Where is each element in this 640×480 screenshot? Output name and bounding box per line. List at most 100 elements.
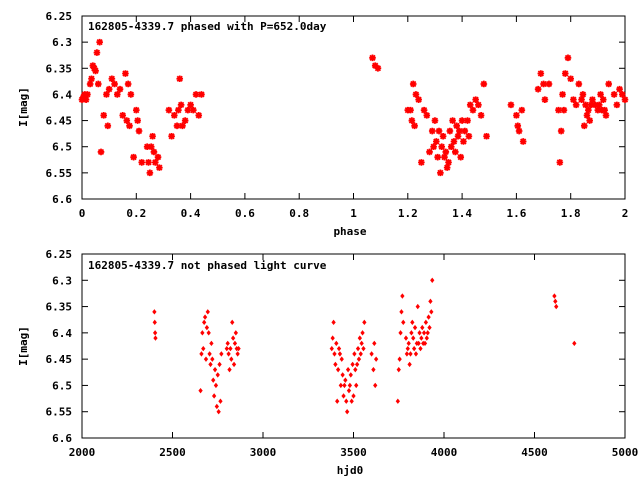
- phased-data-point: [369, 54, 376, 62]
- phased-data-point: [513, 112, 520, 119]
- phased-data-point: [433, 138, 440, 145]
- unphased-panel: 2000 2500 3000 3500 4000 4500 5000 6.25 6.3 6.35…: [17, 248, 638, 477]
- phased-data-point: [122, 70, 129, 77]
- phased-data-point: [96, 38, 103, 46]
- phased-data-point: [477, 112, 485, 119]
- unphased-data-point: [199, 351, 204, 357]
- phased-x-axis-title: phase: [333, 225, 366, 238]
- unphased-data-point: [336, 345, 342, 352]
- phased-data-point: [181, 117, 189, 124]
- unphased-data-point: [216, 409, 221, 415]
- phased-data-point: [176, 75, 184, 83]
- phased-data-point: [586, 117, 594, 124]
- phased-data-point: [442, 148, 450, 156]
- phased-data-point: [466, 101, 474, 109]
- unphased-data-point: [198, 388, 203, 394]
- phased-data-point: [88, 75, 95, 83]
- phased-data-point: [457, 153, 465, 161]
- unphased-data-point: [209, 340, 214, 347]
- unphased-data-point: [232, 340, 238, 347]
- phased-data-point: [412, 91, 420, 98]
- phased-data-point: [446, 127, 454, 135]
- phased-data-point: [435, 127, 443, 135]
- phased-x-tick-label: 0.8: [289, 207, 309, 220]
- phased-data-point: [564, 54, 572, 62]
- phased-x-tick-label: 1.6: [506, 207, 526, 220]
- unphased-data-point: [226, 351, 231, 357]
- phased-data-point: [540, 80, 547, 88]
- phased-data-point: [184, 106, 192, 114]
- phased-data-point: [443, 164, 451, 171]
- phased-data-point: [587, 101, 595, 109]
- unphased-data-point: [337, 351, 343, 357]
- unphased-data-point: [233, 330, 238, 336]
- unphased-data-point: [359, 340, 364, 347]
- phased-data-point: [84, 91, 91, 98]
- phased-data-point: [426, 148, 433, 156]
- unphased-data-point: [230, 319, 235, 326]
- unphased-data-point: [406, 340, 411, 347]
- phased-data-point: [445, 159, 452, 166]
- unphased-data-point: [345, 409, 350, 415]
- unphased-data-point: [152, 309, 157, 315]
- phased-data-point: [143, 143, 151, 151]
- unphased-data-point: [224, 345, 229, 352]
- phased-data-point: [572, 101, 580, 109]
- phased-data-point: [187, 101, 194, 109]
- phased-data-point: [105, 85, 113, 93]
- phased-plot-frame: [81, 15, 626, 200]
- unphased-data-point: [345, 366, 351, 373]
- unphased-data-point: [357, 335, 362, 341]
- phased-data-point: [371, 62, 379, 69]
- phased-data-point: [374, 64, 382, 72]
- unphased-data-point: [229, 356, 234, 362]
- phased-data-point: [560, 106, 568, 114]
- phased-x-tick-label: 1.2: [398, 207, 418, 220]
- phased-data-point: [119, 112, 127, 119]
- unphased-data-point: [335, 366, 341, 373]
- phased-y-tick-labels: 6.25 6.3 6.35 6.4 6.45 6.5 6.55 6.6: [46, 10, 73, 206]
- phased-data-point: [450, 138, 458, 145]
- phased-data-point: [605, 80, 613, 88]
- phased-data-point: [514, 122, 522, 130]
- phased-x-tick-label: 1: [350, 207, 357, 220]
- unphased-x-tick-label: 3500: [340, 446, 367, 459]
- phased-data-point: [93, 49, 101, 56]
- unphased-data-point: [403, 335, 409, 341]
- unphased-data-point: [405, 345, 410, 352]
- unphased-data-point: [372, 340, 377, 347]
- phased-data-point: [192, 91, 200, 98]
- unphased-data-point: [218, 398, 223, 404]
- phased-data-point: [420, 106, 428, 114]
- phased-data-point: [456, 127, 463, 135]
- unphased-data-point: [400, 293, 405, 299]
- unphased-data-point: [425, 330, 430, 336]
- phased-data-point: [173, 122, 181, 130]
- unphased-data-point: [407, 361, 412, 368]
- unphased-data-point: [201, 345, 206, 352]
- phased-x-tick-label: 0.4: [181, 207, 201, 220]
- phased-data-point: [409, 80, 417, 88]
- phased-data-point: [447, 143, 455, 151]
- phased-data-point: [610, 91, 618, 98]
- phased-data-point: [601, 106, 608, 114]
- phased-data-point: [437, 169, 444, 177]
- phased-data-point: [438, 143, 446, 151]
- unphased-data-point: [202, 314, 208, 320]
- phased-x-tick-label: 0.2: [126, 207, 146, 220]
- phased-data-point: [168, 132, 175, 140]
- phased-data-point: [195, 112, 203, 119]
- phased-data-point: [599, 96, 607, 103]
- unphased-data-point: [339, 356, 344, 362]
- unphased-data-point: [355, 345, 361, 352]
- unphased-x-tick-label: 3000: [250, 446, 277, 459]
- unphased-data-point: [236, 345, 241, 352]
- phased-data-point: [411, 122, 418, 130]
- unphased-y-tick-label: 6.6: [52, 432, 72, 445]
- phased-data-point: [507, 101, 515, 109]
- unphased-data-point: [354, 361, 360, 368]
- phased-data-point: [156, 164, 163, 171]
- phased-data-point: [454, 132, 462, 140]
- unphased-data-point: [417, 330, 422, 336]
